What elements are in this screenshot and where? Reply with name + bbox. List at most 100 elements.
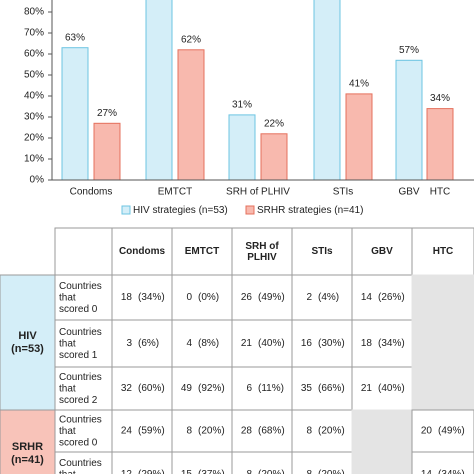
header-label: HTC: [433, 246, 454, 257]
cell-count: 8: [186, 426, 192, 437]
data-label: 27%: [97, 108, 117, 119]
legend-swatch: [245, 205, 255, 215]
cell-percent: (20%): [258, 469, 285, 474]
x-tick-label: EMTCT: [158, 187, 192, 198]
cell-percent: (40%): [258, 338, 285, 349]
cell-count: 49: [181, 383, 193, 394]
cell-count: 18: [121, 292, 133, 303]
data-cell: [111, 409, 173, 453]
cell-percent: (20%): [318, 426, 345, 437]
y-tick-label: 0%: [30, 175, 45, 186]
data-label: 57%: [399, 45, 419, 56]
cell-percent: (20%): [198, 426, 225, 437]
group-cell: [0, 274, 56, 411]
empty-cell: [351, 451, 413, 474]
data-cell: [291, 451, 353, 474]
x-tick-label: STIs: [333, 187, 354, 198]
cell-percent: (20%): [318, 469, 345, 474]
plot-area: 63% 27% 62% 31% 22% 41% 57% 34%: [61, 0, 454, 181]
cell-percent: (0%): [198, 292, 219, 303]
data-label: 34%: [430, 93, 450, 104]
header-label: SRH of PLHIV: [245, 241, 279, 263]
data-label: 41%: [349, 79, 369, 90]
cell-percent: (8%): [198, 338, 219, 349]
legend-label: HIV strategies (n=53): [133, 205, 228, 216]
data-cell: [411, 409, 474, 453]
cell-count: 8: [306, 469, 312, 474]
cell-count: 28: [241, 426, 253, 437]
bar: [177, 49, 205, 181]
data-cell: [291, 274, 353, 321]
data-cell: [231, 274, 293, 321]
cell-percent: (37%): [198, 469, 225, 474]
data-label: 22%: [264, 118, 284, 129]
cell-percent: (60%): [138, 383, 165, 394]
data-cell: [351, 366, 413, 411]
group-label: HIV (n=53): [11, 330, 44, 355]
bar: [426, 108, 454, 181]
data-cell: [171, 451, 233, 474]
bar: [260, 133, 288, 181]
data-cell: [111, 319, 173, 368]
cell-count: 24: [121, 426, 133, 437]
cell-count: 14: [421, 469, 433, 474]
cell-count: 20: [421, 426, 433, 437]
data-cell: [291, 366, 353, 411]
cell-count: 4: [186, 338, 192, 349]
cell-percent: (26%): [378, 292, 405, 303]
y-tick-label: 30%: [24, 112, 44, 123]
cell-percent: (34%): [138, 292, 165, 303]
header-cell: [54, 227, 113, 276]
row-label-cell: [54, 451, 113, 474]
row-label: Countries that scored 0: [59, 281, 102, 315]
empty-cell: [351, 409, 413, 453]
header-cell: [291, 227, 353, 276]
cell-count: 35: [301, 383, 313, 394]
y-tick-label: 10%: [24, 154, 44, 165]
cell-count: 8: [246, 469, 252, 474]
cell-count: 26: [241, 292, 253, 303]
x-tick-label: HTC: [430, 187, 451, 198]
data-label: 63%: [65, 32, 85, 43]
header-label: EMTCT: [185, 246, 219, 257]
header-label: GBV: [371, 246, 393, 257]
legend-swatch: [121, 205, 131, 215]
cell-count: 0: [186, 292, 192, 303]
cell-percent: (92%): [198, 383, 225, 394]
cell-percent: (66%): [318, 383, 345, 394]
y-tick-label: 80%: [24, 7, 44, 18]
cell-percent: (4%): [318, 292, 339, 303]
cell-count: 16: [301, 338, 313, 349]
cell-count: 15: [181, 469, 193, 474]
data-cell: [351, 319, 413, 368]
cell-count: 2: [306, 292, 312, 303]
cell-count: 18: [361, 338, 373, 349]
row-label-cell: [54, 409, 113, 453]
header-cell: [351, 227, 413, 276]
row-label: Countries that scored 2: [59, 372, 102, 406]
y-tick-label: 70%: [24, 28, 44, 39]
bar: [228, 114, 256, 181]
cell-count: 32: [121, 383, 133, 394]
cell-percent: (59%): [138, 426, 165, 437]
data-cell: [111, 366, 173, 411]
data-cell: [411, 451, 474, 474]
cell-count: 12: [121, 469, 133, 474]
x-tick-label: SRH of PLHIV: [226, 187, 290, 198]
cell-percent: (6%): [138, 338, 159, 349]
cell-percent: (49%): [258, 292, 285, 303]
header-cell: [111, 227, 173, 276]
cell-count: 14: [361, 292, 373, 303]
bar: [61, 47, 89, 181]
bar: [345, 93, 373, 181]
y-tick-label: 20%: [24, 133, 44, 144]
legend-label: SRHR strategies (n=41): [257, 205, 363, 216]
group-label: SRHR (n=41): [11, 441, 44, 466]
cell-percent: (34%): [378, 338, 405, 349]
y-tick-label: 40%: [24, 91, 44, 102]
y-tick-label: 50%: [24, 70, 44, 81]
cell-percent: (30%): [318, 338, 345, 349]
data-label: 62%: [181, 34, 201, 45]
